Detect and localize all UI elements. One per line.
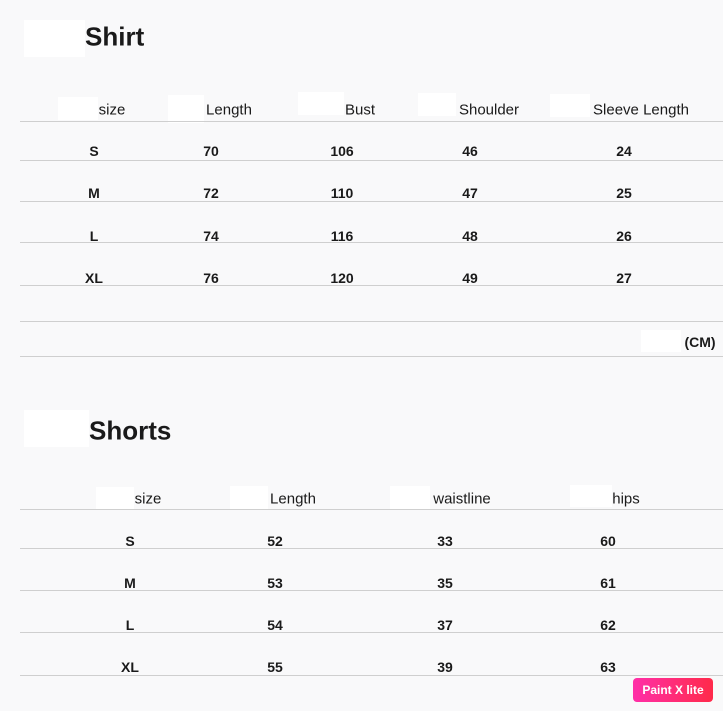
row-divider [20, 242, 723, 243]
measurement-cell: 72 [203, 185, 219, 201]
measurement-cell: 27 [616, 270, 632, 286]
measurement-cell: 55 [267, 659, 283, 675]
paint-x-lite-watermark: Paint X lite [633, 678, 713, 702]
redaction-box [390, 486, 430, 510]
measurement-cell: 47 [462, 185, 478, 201]
column-header: Length [206, 101, 252, 119]
measurement-cell: 76 [203, 270, 219, 286]
redaction-box [641, 330, 681, 352]
size-cell: XL [85, 270, 103, 286]
measurement-cell: 120 [330, 270, 354, 286]
size-cell: M [88, 185, 100, 201]
size-cell: L [89, 228, 99, 244]
size-cell: XL [121, 659, 139, 675]
measurement-cell: 53 [267, 575, 283, 591]
measurement-cell: 63 [600, 659, 616, 675]
divider [20, 321, 723, 322]
measurement-cell: 24 [616, 143, 632, 159]
measurement-cell: 54 [267, 617, 283, 633]
size-cell: S [125, 533, 135, 549]
unit-label: (CM) [684, 334, 716, 350]
redaction-box [24, 20, 85, 57]
measurement-cell: 70 [203, 143, 219, 159]
redaction-box [418, 93, 456, 116]
measurement-cell: 74 [203, 228, 219, 244]
redaction-box [298, 92, 344, 115]
measurement-cell: 62 [600, 617, 616, 633]
column-header: Shoulder [458, 101, 520, 119]
redaction-box [58, 97, 98, 120]
row-divider [20, 285, 723, 286]
row-divider [20, 632, 723, 633]
size-cell: L [125, 617, 135, 633]
redaction-box [550, 94, 590, 117]
column-header: Length [270, 490, 316, 508]
measurement-cell: 110 [330, 185, 354, 201]
redaction-box [96, 487, 134, 510]
column-header: Bust [344, 101, 376, 119]
divider [20, 356, 723, 357]
column-header: waistline [433, 490, 491, 508]
row-divider [20, 548, 723, 549]
measurement-cell: 52 [267, 533, 283, 549]
measurement-cell: 37 [437, 617, 453, 633]
measurement-cell: 25 [616, 185, 632, 201]
column-header: hips [612, 490, 640, 508]
size-cell: M [124, 575, 136, 591]
row-divider [20, 590, 723, 591]
row-divider [20, 201, 723, 202]
shirt-title: Shirt [85, 21, 145, 52]
redaction-box [24, 410, 89, 447]
measurement-cell: 49 [462, 270, 478, 286]
measurement-cell: 35 [437, 575, 453, 591]
row-divider [20, 160, 723, 161]
redaction-box [230, 486, 268, 510]
row-divider [20, 509, 723, 510]
measurement-cell: 33 [437, 533, 453, 549]
column-header: size [98, 101, 126, 119]
measurement-cell: 48 [462, 228, 478, 244]
size-cell: S [89, 143, 99, 159]
measurement-cell: 39 [437, 659, 453, 675]
redaction-box [168, 95, 204, 123]
column-header: Sleeve Length [593, 101, 689, 119]
measurement-cell: 60 [600, 533, 616, 549]
measurement-cell: 46 [462, 143, 478, 159]
row-divider [20, 121, 723, 122]
measurement-cell: 61 [600, 575, 616, 591]
measurement-cell: 106 [330, 143, 354, 159]
measurement-cell: 26 [616, 228, 632, 244]
redaction-box [570, 485, 612, 507]
measurement-cell: 116 [330, 228, 354, 244]
shorts-title: Shorts [89, 415, 172, 446]
row-divider [20, 675, 723, 676]
column-header: size [134, 490, 162, 508]
